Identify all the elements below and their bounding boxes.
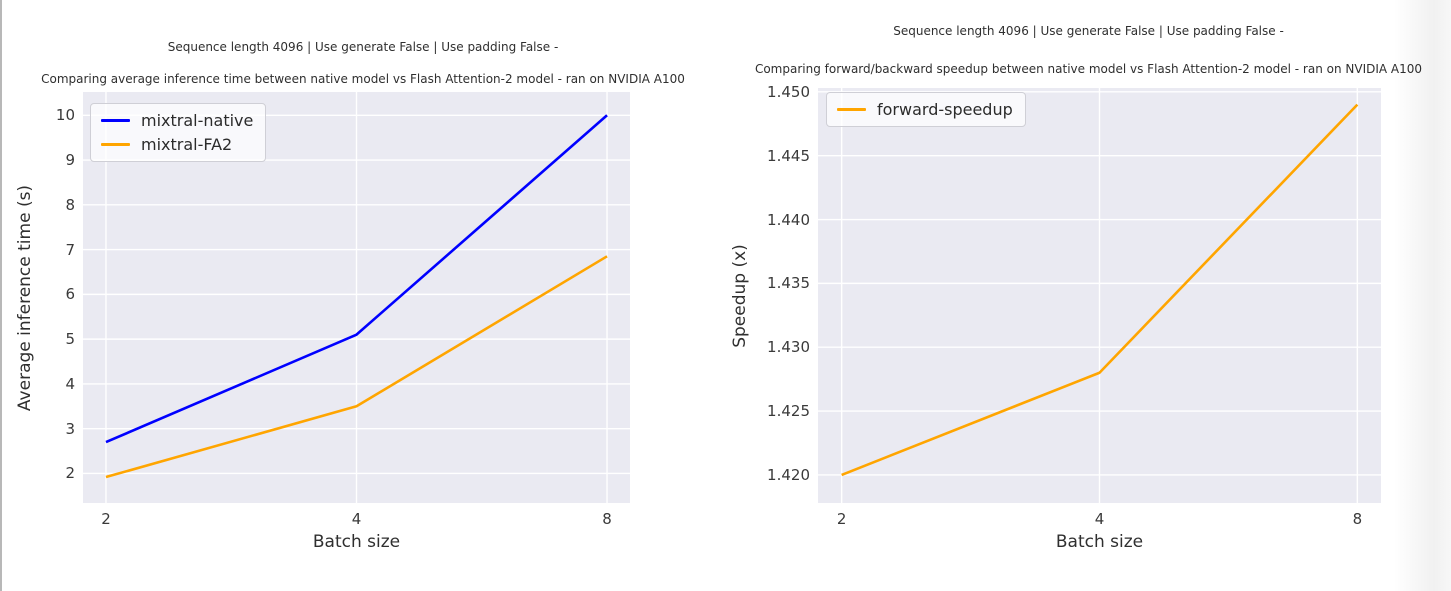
plot-area [83, 92, 630, 503]
y-tick-label: 1.425 [767, 402, 810, 421]
x-tick-label: 8 [1352, 510, 1363, 528]
y-tick-label: 4 [65, 374, 75, 393]
y-tick-label: 8 [65, 195, 75, 214]
chart-title: Comparing forward/backward speedup betwe… [754, 62, 1423, 76]
series-line-forward-speedup [841, 103, 1359, 477]
series-line-mixtral-FA2 [105, 255, 608, 479]
x-tick-label: 2 [836, 510, 847, 528]
x-tick-label: 4 [1094, 510, 1105, 528]
y-tick-label: 2 [65, 464, 75, 483]
chart-suptitle: Sequence length 4096 | Use generate Fals… [167, 40, 559, 54]
y-tick-label: 7 [65, 240, 75, 259]
window-left-border [0, 0, 2, 591]
y-tick-label: 10 [55, 106, 75, 125]
x-axis-label: Batch size [312, 532, 401, 552]
y-tick-label: 1.450 [767, 82, 810, 101]
legend-item: mixtral-FA2 [101, 135, 253, 154]
legend-line-swatch [101, 119, 130, 122]
chart-suptitle: Sequence length 4096 | Use generate Fals… [893, 24, 1284, 38]
x-tick-label: 4 [351, 510, 362, 528]
legend-item: mixtral-native [101, 111, 253, 130]
inference-time-chart: Sequence length 4096 | Use generate Fals… [15, 40, 685, 552]
y-axis-label: Average inference time (s) [15, 184, 35, 411]
y-tick-label: 9 [65, 151, 75, 170]
legend-label: mixtral-FA2 [141, 135, 233, 154]
y-tick-label: 5 [65, 330, 75, 349]
legend-label: forward-speedup [877, 100, 1013, 119]
y-tick-label: 1.440 [767, 210, 810, 229]
chart-title: Comparing average inference time between… [41, 72, 685, 86]
y-axis-label: Speedup (x) [730, 243, 750, 348]
speedup-chart: Sequence length 4096 | Use generate Fals… [726, 0, 1451, 591]
y-tick-label: 1.435 [767, 274, 810, 293]
y-tick-label: 6 [65, 285, 75, 304]
x-tick-label: 2 [101, 510, 111, 528]
legend: forward-speedup [826, 92, 1026, 127]
y-tick-label: 1.420 [767, 465, 810, 484]
y-tick-label: 1.445 [767, 146, 810, 165]
plot-area [818, 88, 1381, 503]
y-tick-label: 1.430 [767, 338, 810, 357]
y-tick-label: 3 [65, 419, 75, 438]
legend: mixtral-native mixtral-FA2 [90, 103, 267, 162]
x-tick-label: 8 [602, 510, 612, 528]
legend-line-swatch [101, 143, 130, 146]
series-line-mixtral-native [105, 114, 608, 444]
legend-line-swatch [837, 108, 866, 111]
legend-item: forward-speedup [837, 100, 1013, 119]
x-axis-label: Batch size [1055, 532, 1144, 552]
legend-label: mixtral-native [141, 111, 254, 130]
